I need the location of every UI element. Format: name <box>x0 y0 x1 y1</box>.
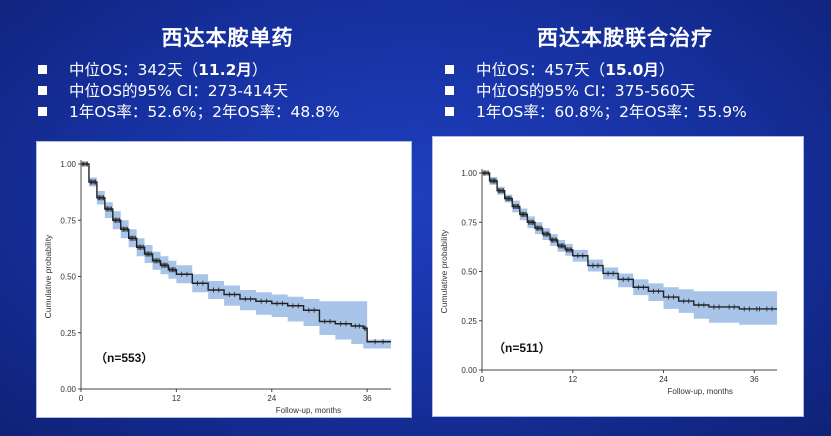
right-km-chart-svg: 0.00 0.25 0.50 0.75 1.00 0 12 24 36 Follow-up, mo… <box>439 169 777 396</box>
y-tick-label: 0.25 <box>461 317 477 326</box>
y-axis-label: Cumulative probability <box>43 234 53 318</box>
x-tick-label: 0 <box>480 375 485 384</box>
x-axis-label: Follow-up, months <box>668 387 733 396</box>
y-tick-label: 0.25 <box>60 329 76 338</box>
y-tick-label: 0.00 <box>461 366 477 375</box>
right-bullet-1: 中位OS：457天（15.0月） <box>445 60 747 81</box>
left-bullet-1: 中位OS：342天（11.2月） <box>38 60 340 81</box>
y-tick-label: 0.75 <box>60 216 76 225</box>
bullet-square-icon <box>38 86 47 95</box>
survival-curve <box>482 172 777 310</box>
left-bullet-3: 1年OS率：52.6%；2年OS率：48.8% <box>38 102 340 123</box>
left-bullet-2: 中位OS的95% CI：273-414天 <box>38 81 340 102</box>
y-tick-label: 0.50 <box>461 268 477 277</box>
bullet-square-icon <box>38 65 47 74</box>
left-bullet-list: 中位OS：342天（11.2月） 中位OS的95% CI：273-414天 1年… <box>38 60 340 123</box>
x-tick-label: 12 <box>568 375 577 384</box>
right-bullet-3: 1年OS率：60.8%；2年OS率：55.9% <box>445 102 747 123</box>
sample-size-label: （n=553） <box>95 350 153 365</box>
y-tick-label: 0.75 <box>461 218 477 227</box>
y-axis-label: Cumulative probability <box>439 229 449 313</box>
x-tick-label: 24 <box>659 375 668 384</box>
right-bullet-list: 中位OS：457天（15.0月） 中位OS的95% CI：375-560天 1年… <box>445 60 747 123</box>
left-km-chart: 0.00 0.25 0.50 0.75 1.00 0 12 24 36 Follow-up, mo… <box>36 141 412 418</box>
left-panel-title: 西达本胺单药 <box>161 26 294 50</box>
x-tick-label: 24 <box>267 394 276 403</box>
y-tick-label: 0.50 <box>60 273 76 282</box>
x-axis-label: Follow-up, months <box>276 406 341 415</box>
left-km-chart-svg: 0.00 0.25 0.50 0.75 1.00 0 12 24 36 Follow-up, mo… <box>43 160 391 415</box>
x-tick-label: 36 <box>363 394 372 403</box>
y-tick-label: 1.00 <box>60 160 76 169</box>
confidence-band <box>81 164 391 349</box>
x-tick-label: 36 <box>750 375 759 384</box>
bullet-square-icon <box>445 86 454 95</box>
x-tick-label: 0 <box>79 394 84 403</box>
y-tick-label: 1.00 <box>461 169 477 178</box>
x-tick-label: 12 <box>172 394 181 403</box>
bullet-square-icon <box>445 107 454 116</box>
bullet-square-icon <box>445 65 454 74</box>
right-panel-title: 西达本胺联合治疗 <box>537 26 713 50</box>
right-km-chart: 0.00 0.25 0.50 0.75 1.00 0 12 24 36 Follow-up, mo… <box>432 136 804 417</box>
bullet-square-icon <box>38 107 47 116</box>
confidence-band <box>482 173 777 325</box>
sample-size-label: （n=511） <box>493 340 551 355</box>
right-bullet-2: 中位OS的95% CI：375-560天 <box>445 81 747 102</box>
y-tick-label: 0.00 <box>60 385 76 394</box>
